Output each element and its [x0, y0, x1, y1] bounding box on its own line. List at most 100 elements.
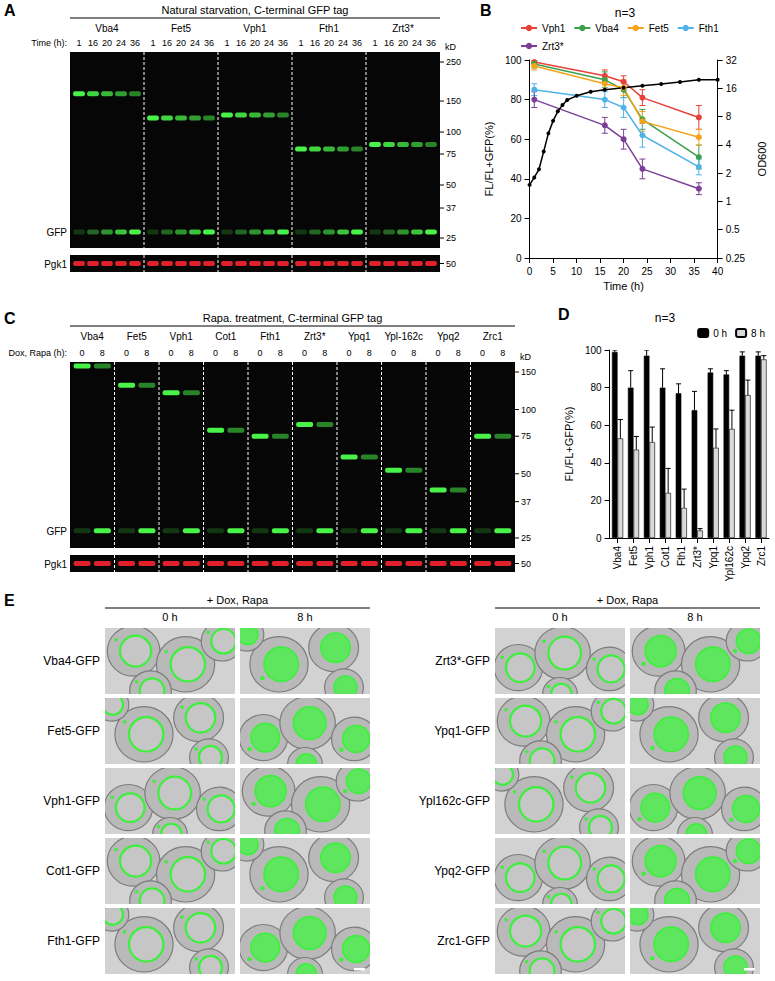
svg-text:8: 8 — [726, 111, 732, 122]
svg-text:0: 0 — [169, 348, 174, 358]
svg-text:Fth1: Fth1 — [319, 23, 339, 34]
svg-text:Vph1: Vph1 — [542, 23, 566, 34]
svg-text:20: 20 — [398, 38, 408, 48]
svg-text:20: 20 — [102, 38, 112, 48]
svg-text:Zrc1: Zrc1 — [483, 331, 503, 342]
svg-text:24: 24 — [116, 38, 126, 48]
svg-text:0: 0 — [527, 266, 533, 277]
svg-text:GFP: GFP — [46, 526, 67, 537]
svg-text:5: 5 — [550, 266, 556, 277]
svg-text:4: 4 — [726, 139, 732, 150]
svg-text:24: 24 — [338, 38, 348, 48]
svg-text:8: 8 — [233, 348, 238, 358]
svg-text:0: 0 — [347, 348, 352, 358]
svg-text:A: A — [4, 2, 16, 19]
svg-text:Zrt3*-GFP: Zrt3*-GFP — [435, 654, 490, 668]
svg-text:Zrt3*: Zrt3* — [692, 546, 703, 568]
svg-text:36: 36 — [278, 38, 288, 48]
svg-text:20: 20 — [618, 266, 630, 277]
svg-text:8: 8 — [322, 348, 327, 358]
svg-text:Pgk1: Pgk1 — [44, 559, 67, 570]
svg-text:16: 16 — [384, 38, 394, 48]
svg-text:1: 1 — [726, 196, 732, 207]
svg-text:Fet5: Fet5 — [649, 23, 669, 34]
svg-text:Vph1: Vph1 — [243, 23, 267, 34]
svg-text:80: 80 — [590, 382, 602, 393]
svg-text:100: 100 — [585, 345, 602, 356]
svg-text:30: 30 — [665, 266, 677, 277]
svg-text:E: E — [4, 592, 15, 609]
svg-text:8: 8 — [500, 348, 505, 358]
svg-text:Zrt3*: Zrt3* — [392, 23, 414, 34]
svg-text:Ypq1-GFP: Ypq1-GFP — [434, 724, 490, 738]
svg-text:2: 2 — [726, 168, 732, 179]
svg-text:0: 0 — [80, 348, 85, 358]
svg-text:Vph1-GFP: Vph1-GFP — [43, 794, 100, 808]
svg-text:Vph1: Vph1 — [644, 546, 655, 570]
svg-text:OD600: OD600 — [756, 142, 768, 177]
svg-text:Ypq1: Ypq1 — [348, 331, 371, 342]
svg-text:0: 0 — [596, 533, 602, 544]
svg-text:0: 0 — [302, 348, 307, 358]
svg-text:100: 100 — [505, 55, 522, 66]
svg-text:8: 8 — [411, 348, 416, 358]
svg-text:0.25: 0.25 — [726, 253, 746, 264]
svg-text:25: 25 — [642, 266, 654, 277]
svg-text:1: 1 — [150, 38, 155, 48]
svg-text:Cot1-GFP: Cot1-GFP — [46, 864, 100, 878]
svg-text:0: 0 — [213, 348, 218, 358]
svg-text:50: 50 — [521, 469, 531, 479]
svg-text:36: 36 — [426, 38, 436, 48]
svg-text:n=3: n=3 — [655, 311, 676, 325]
svg-text:150: 150 — [521, 367, 536, 377]
svg-text:0: 0 — [480, 348, 485, 358]
svg-text:Zrc1-GFP: Zrc1-GFP — [437, 934, 490, 948]
svg-text:37: 37 — [446, 203, 456, 213]
svg-text:1: 1 — [224, 38, 229, 48]
svg-text:B: B — [480, 2, 492, 19]
svg-text:24: 24 — [264, 38, 274, 48]
svg-text:75: 75 — [446, 149, 456, 159]
svg-text:150: 150 — [446, 96, 461, 106]
svg-text:Ypq2: Ypq2 — [437, 331, 460, 342]
svg-text:kD: kD — [445, 42, 457, 52]
svg-text:C: C — [4, 310, 16, 327]
svg-text:16: 16 — [310, 38, 320, 48]
svg-text:0: 0 — [436, 348, 441, 358]
svg-text:Cot1: Cot1 — [215, 331, 237, 342]
svg-text:1: 1 — [372, 38, 377, 48]
svg-text:Vba4: Vba4 — [95, 23, 119, 34]
svg-text:Rapa. treatment, C-terminal GF: Rapa. treatment, C-terminal GFP tag — [203, 312, 383, 324]
svg-text:Vba4: Vba4 — [612, 546, 623, 570]
svg-text:Zrc1: Zrc1 — [756, 546, 767, 566]
svg-text:1: 1 — [298, 38, 303, 48]
svg-text:36: 36 — [352, 38, 362, 48]
svg-text:FL/FL+GFP(%): FL/FL+GFP(%) — [483, 122, 495, 197]
svg-text:Fth1: Fth1 — [260, 331, 280, 342]
svg-text:Fet5: Fet5 — [628, 546, 639, 566]
svg-text:100: 100 — [521, 405, 536, 415]
svg-text:80: 80 — [510, 94, 522, 105]
svg-text:24: 24 — [412, 38, 422, 48]
svg-text:20: 20 — [590, 495, 602, 506]
svg-text:60: 60 — [590, 420, 602, 431]
svg-text:Zrt3*: Zrt3* — [542, 41, 564, 52]
svg-text:32: 32 — [726, 55, 738, 66]
svg-text:GFP: GFP — [46, 227, 67, 238]
svg-text:25: 25 — [521, 533, 531, 543]
svg-text:8: 8 — [367, 348, 372, 358]
svg-text:0: 0 — [258, 348, 263, 358]
svg-text:0: 0 — [124, 348, 129, 358]
svg-text:Ypq2: Ypq2 — [740, 546, 751, 569]
svg-text:0 h: 0 h — [713, 328, 727, 339]
svg-text:0 h: 0 h — [162, 611, 177, 623]
svg-text:Fet5-GFP: Fet5-GFP — [47, 724, 100, 738]
svg-text:16: 16 — [726, 83, 738, 94]
svg-text:Time (h):: Time (h): — [31, 38, 67, 48]
svg-text:50: 50 — [521, 559, 531, 569]
svg-text:8: 8 — [278, 348, 283, 358]
svg-text:+ Dox, Rapa: + Dox, Rapa — [207, 594, 269, 606]
svg-text:Ypq1: Ypq1 — [708, 546, 719, 569]
svg-text:16: 16 — [236, 38, 246, 48]
svg-text:Fth1: Fth1 — [699, 23, 719, 34]
